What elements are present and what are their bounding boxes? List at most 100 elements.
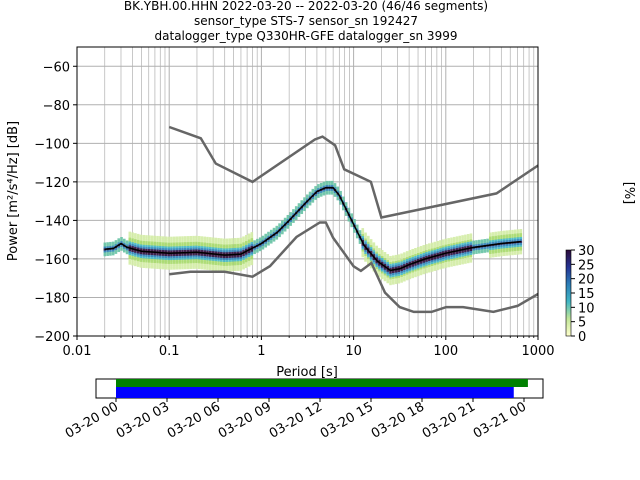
heat-cell [411, 248, 414, 252]
heat-cell [469, 243, 473, 246]
heat-cell [242, 247, 245, 251]
colorbar-tick-label: 0 [578, 330, 586, 345]
heat-cell [294, 210, 298, 213]
heat-cell [195, 245, 198, 248]
heat-cell [147, 235, 151, 238]
heat-cell [183, 263, 187, 266]
timeline-tick-label: 03-20 15 [318, 399, 376, 441]
heat-cell [247, 237, 251, 240]
heat-cell [192, 237, 195, 241]
heat-cell [430, 263, 434, 266]
heat-cell [441, 249, 445, 252]
heat-cell [342, 206, 345, 209]
heat-cell [380, 271, 384, 274]
heat-cell [159, 243, 162, 247]
heat-cell [214, 243, 218, 246]
heat-cell [447, 245, 451, 248]
heat-cell [228, 240, 231, 243]
heat-cell [411, 250, 414, 254]
heat-cell [361, 228, 365, 231]
heat-cell [239, 262, 243, 265]
heat-cell [159, 238, 162, 241]
heat-cell [505, 253, 509, 256]
heat-cell [297, 207, 301, 210]
heat-cell [167, 259, 170, 263]
heat-cell [250, 259, 254, 262]
heat-cell [153, 256, 157, 260]
heat-cell [314, 186, 317, 189]
heat-cell [150, 262, 154, 265]
heat-cell [250, 239, 254, 243]
heat-cell [469, 248, 473, 252]
heat-cell [150, 243, 154, 246]
heat-cell [131, 245, 134, 249]
heat-cell [502, 240, 506, 243]
heat-cell [181, 236, 184, 239]
heat-cell [217, 257, 220, 260]
heat-cell [244, 240, 248, 243]
heat-cell [419, 251, 423, 255]
heat-cell [192, 245, 195, 248]
heat-cell [408, 251, 412, 255]
heat-cell [369, 242, 373, 246]
heat-cell [519, 234, 523, 238]
heat-cell [380, 261, 384, 264]
heat-cell [231, 240, 234, 243]
heat-cell [281, 224, 284, 227]
heat-cell [217, 249, 220, 252]
heat-cell [206, 265, 209, 268]
heat-cell [156, 257, 159, 260]
heat-cell [220, 265, 223, 268]
heat-cell [220, 269, 223, 272]
heat-cell [477, 249, 481, 252]
heat-cell [483, 239, 487, 242]
heat-cell [391, 265, 395, 268]
heat-cell [422, 246, 426, 250]
heat-cell [247, 256, 251, 259]
heat-cell [391, 257, 395, 260]
heat-cell [314, 189, 317, 193]
heat-cell [497, 244, 500, 248]
heat-cell [369, 256, 373, 259]
heat-cell [325, 190, 329, 193]
heat-cell [134, 240, 137, 244]
heat-cell [217, 247, 220, 250]
heat-cell [203, 261, 206, 264]
heat-cell [183, 259, 187, 262]
heat-cell [225, 246, 229, 249]
heat-cell [239, 249, 243, 252]
heat-cell [125, 252, 129, 255]
heat-cell [161, 263, 165, 266]
heat-cell [172, 259, 176, 262]
heat-cell [217, 266, 220, 270]
heat-cell [378, 251, 381, 255]
heat-cell [159, 236, 162, 239]
heat-cell [264, 233, 268, 236]
title-line-2: sensor_type STS-7 sensor_sn 192427 [194, 14, 418, 28]
heat-cell [283, 217, 287, 220]
heat-cell [319, 186, 323, 189]
heat-cell [464, 251, 467, 255]
heat-cell [336, 196, 340, 199]
heat-cell [325, 180, 329, 184]
heat-cell [422, 256, 426, 259]
heat-cell [183, 243, 187, 247]
heat-cell [242, 238, 245, 241]
heat-cell [172, 257, 176, 260]
heat-cell [364, 249, 367, 253]
heat-cell [317, 186, 320, 189]
heat-cell [211, 260, 215, 263]
mean-psd-line [104, 186, 521, 272]
heat-cell [328, 188, 331, 191]
heat-cell [414, 269, 417, 272]
heat-cell [519, 230, 523, 234]
heat-cell [380, 276, 384, 280]
heat-cell [192, 262, 195, 266]
heat-cell [361, 253, 365, 256]
heat-cell [386, 275, 390, 278]
heat-cell [233, 241, 237, 245]
heat-cell [156, 237, 159, 241]
heat-cell [172, 242, 176, 245]
heat-cell [450, 239, 453, 242]
heat-cell [519, 244, 523, 247]
